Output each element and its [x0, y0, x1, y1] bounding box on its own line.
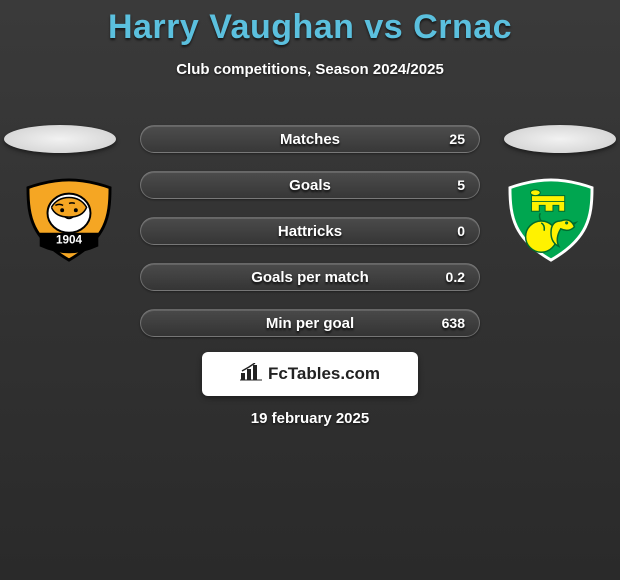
- stat-label: Hattricks: [278, 223, 342, 240]
- stat-value-right: 25: [449, 131, 465, 147]
- fctables-label: FcTables.com: [268, 364, 380, 384]
- hull-city-crest: 1904: [20, 178, 118, 262]
- stat-row-gpm: Goals per match 0.2: [140, 263, 480, 291]
- stat-label: Matches: [280, 131, 340, 148]
- player-left-placeholder: [4, 125, 116, 153]
- norwich-city-crest: [502, 178, 600, 262]
- player-right-placeholder: [504, 125, 616, 153]
- stat-row-matches: Matches 25: [140, 125, 480, 153]
- chart-bar-icon: [240, 363, 262, 386]
- stat-row-hattricks: Hattricks 0: [140, 217, 480, 245]
- stat-label: Min per goal: [266, 315, 354, 332]
- page-title: Harry Vaughan vs Crnac: [0, 0, 620, 47]
- stat-value-right: 0.2: [446, 269, 465, 285]
- stat-label: Goals: [289, 177, 331, 194]
- stat-row-goals: Goals 5: [140, 171, 480, 199]
- stat-value-right: 638: [442, 315, 465, 331]
- fctables-badge[interactable]: FcTables.com: [202, 352, 418, 396]
- stat-label: Goals per match: [251, 269, 369, 286]
- date-line: 19 february 2025: [0, 410, 620, 427]
- subtitle: Club competitions, Season 2024/2025: [0, 61, 620, 78]
- crest-year: 1904: [56, 233, 83, 246]
- stats-block: Matches 25 Goals 5 Hattricks 0 Goals per…: [140, 125, 480, 355]
- stat-value-right: 0: [457, 223, 465, 239]
- stat-value-right: 5: [457, 177, 465, 193]
- stat-row-mpg: Min per goal 638: [140, 309, 480, 337]
